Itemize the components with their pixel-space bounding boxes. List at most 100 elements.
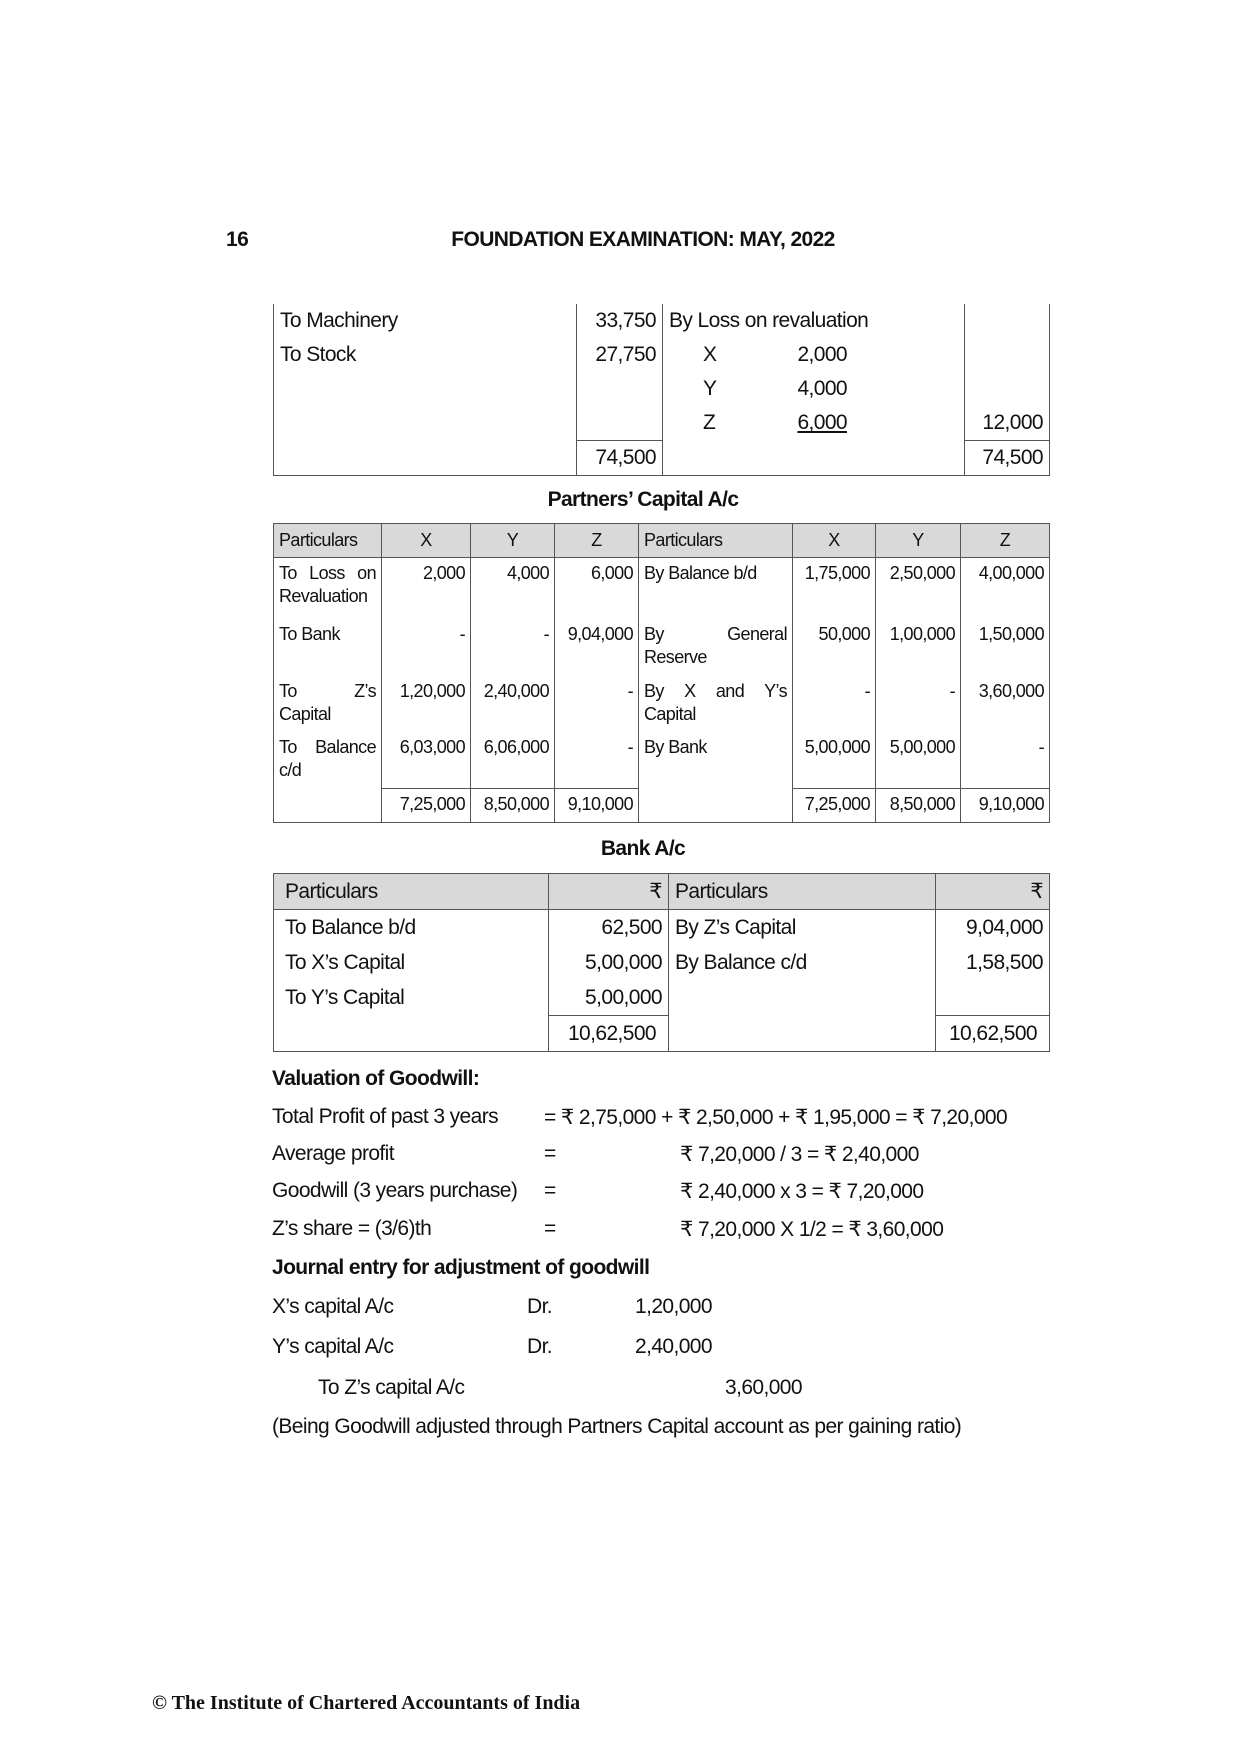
journal-dr: Dr. — [527, 1295, 553, 1318]
col-header: Particulars — [668, 873, 936, 910]
cr-particular: By Loss on revaluation — [662, 304, 965, 338]
cell: - — [554, 731, 639, 789]
cell: - — [960, 731, 1050, 789]
partner-label: X — [703, 343, 717, 366]
col-header: Particulars — [638, 523, 793, 558]
cell: 2,50,000 — [875, 557, 961, 619]
total-row: 74,500 74,500 — [273, 440, 1050, 476]
total-cell: 10,62,500 — [548, 1015, 669, 1052]
cell: - — [470, 618, 555, 676]
cell: - — [554, 675, 639, 732]
journal-narration: (Being Goodwill adjusted through Partner… — [272, 1415, 962, 1438]
goodwill-label: Average profit — [272, 1142, 395, 1165]
total-cell: 8,50,000 — [875, 788, 961, 823]
partner-amount: 6,000 — [797, 411, 847, 435]
partner-amount: 2,000 — [797, 343, 847, 366]
cell: By Z’s Capital — [668, 909, 936, 945]
cell: 5,00,000 — [792, 731, 876, 789]
table-row: To Loss on Revaluation 2,000 4,000 6,000… — [273, 557, 1050, 619]
cell: - — [381, 618, 471, 676]
col-header: X — [792, 523, 876, 558]
goodwill-equals: = — [544, 1179, 556, 1202]
footer-copyright: © The Institute of Chartered Accountants… — [152, 1692, 581, 1714]
goodwill-label: Total Profit of past 3 years — [272, 1105, 499, 1128]
cell: 50,000 — [792, 618, 876, 676]
cell: By General Reserve — [638, 618, 793, 676]
total-row: 7,25,000 8,50,000 9,10,000 7,25,000 8,50… — [273, 788, 1050, 823]
col-header: Z — [960, 523, 1050, 558]
journal-amount: 3,60,000 — [725, 1376, 803, 1399]
cell: To Balance c/d — [273, 731, 382, 789]
page-number: 16 — [226, 228, 249, 251]
cell: By Balance c/d — [668, 945, 936, 980]
cell: To Bank — [273, 618, 382, 676]
goodwill-value: ₹ 2,40,000 x 3 = ₹ 7,20,000 — [680, 1180, 924, 1203]
dr-particular: To Stock — [273, 338, 577, 372]
dr-amount: 33,750 — [576, 304, 663, 338]
journal-amount: 2,40,000 — [635, 1335, 713, 1358]
total-cell: 8,50,000 — [470, 788, 555, 823]
journal-account: X’s capital A/c — [272, 1295, 394, 1318]
goodwill-equals: = — [544, 1217, 556, 1240]
partner-label: Y — [703, 377, 717, 400]
capital-title: Partners’ Capital A/c — [547, 488, 739, 511]
page-title: FOUNDATION EXAMINATION: MAY, 2022 — [451, 228, 835, 251]
goodwill-label: Z’s share = (3/6)th — [272, 1217, 432, 1240]
total-cell: 9,10,000 — [960, 788, 1050, 823]
partner-label: Z — [703, 411, 716, 435]
total-cell: 10,62,500 — [935, 1015, 1050, 1052]
cell: 5,00,000 — [875, 731, 961, 789]
cell: 9,04,000 — [554, 618, 639, 676]
dr-amount: 27,750 — [576, 338, 663, 372]
goodwill-heading: Valuation of Goodwill: — [272, 1067, 480, 1090]
cell: To X’s Capital — [273, 945, 549, 980]
cell: 6,000 — [554, 557, 639, 619]
journal-account: Y’s capital A/c — [272, 1335, 394, 1358]
goodwill-equals: = — [544, 1142, 556, 1165]
table-row: To Y’s Capital 5,00,000 — [273, 980, 1050, 1016]
bank-account-table: Particulars ₹ Particulars ₹ To Balance b… — [273, 873, 1050, 1052]
cell: By X and Y’s Capital — [638, 675, 793, 732]
total-dr: 74,500 — [576, 440, 663, 476]
total-cell: 9,10,000 — [554, 788, 639, 823]
table-row: To Bank - - 9,04,000 By General Reserve … — [273, 618, 1050, 676]
cell: 1,58,500 — [935, 945, 1050, 980]
cell: By Bank — [638, 731, 793, 789]
cr-amount: 12,000 — [964, 406, 1050, 441]
goodwill-equation: = ₹ 2,75,000 + ₹ 2,50,000 + ₹ 1,95,000 =… — [544, 1106, 1008, 1129]
cell: 2,000 — [381, 557, 471, 619]
cell: 1,00,000 — [875, 618, 961, 676]
total-row: 10,62,500 10,62,500 — [273, 1015, 1050, 1052]
table-row: To Stock 27,750 X 2,000 — [273, 338, 1050, 372]
cell: 5,00,000 — [548, 980, 669, 1016]
journal-amount: 1,20,000 — [635, 1295, 713, 1318]
dr-particular: To Machinery — [273, 304, 577, 338]
table-header: Particulars ₹ Particulars ₹ — [273, 873, 1050, 910]
revaluation-account-table: To Machinery 33,750 By Loss on revaluati… — [273, 304, 1050, 476]
cell: To Y’s Capital — [273, 980, 549, 1016]
col-header: Y — [470, 523, 555, 558]
table-row: Y 4,000 — [273, 372, 1050, 406]
col-header: Particulars — [273, 873, 549, 910]
cell: 62,500 — [548, 909, 669, 945]
journal-heading: Journal entry for adjustment of goodwill — [272, 1256, 650, 1279]
cell: 3,60,000 — [960, 675, 1050, 732]
cell: 9,04,000 — [935, 909, 1050, 945]
cell: To Balance b/d — [273, 909, 549, 945]
cell: 1,20,000 — [381, 675, 471, 732]
table-row: To Machinery 33,750 By Loss on revaluati… — [273, 304, 1050, 338]
cell: 6,03,000 — [381, 731, 471, 789]
table-row: To X’s Capital 5,00,000 By Balance c/d 1… — [273, 945, 1050, 980]
col-header: Y — [875, 523, 961, 558]
cell: 5,00,000 — [548, 945, 669, 980]
cell: 6,06,000 — [470, 731, 555, 789]
table-row: To Z’s Capital 1,20,000 2,40,000 - By X … — [273, 675, 1050, 732]
cell: To Loss on Revaluation — [273, 557, 382, 619]
cell: - — [875, 675, 961, 732]
journal-dr: Dr. — [527, 1335, 553, 1358]
goodwill-value: ₹ 7,20,000 X 1/2 = ₹ 3,60,000 — [680, 1218, 944, 1241]
cell: 4,00,000 — [960, 557, 1050, 619]
journal-account: To Z’s capital A/c — [318, 1376, 465, 1399]
partners-capital-table: Particulars X Y Z Particulars X Y Z To L… — [273, 523, 1050, 823]
